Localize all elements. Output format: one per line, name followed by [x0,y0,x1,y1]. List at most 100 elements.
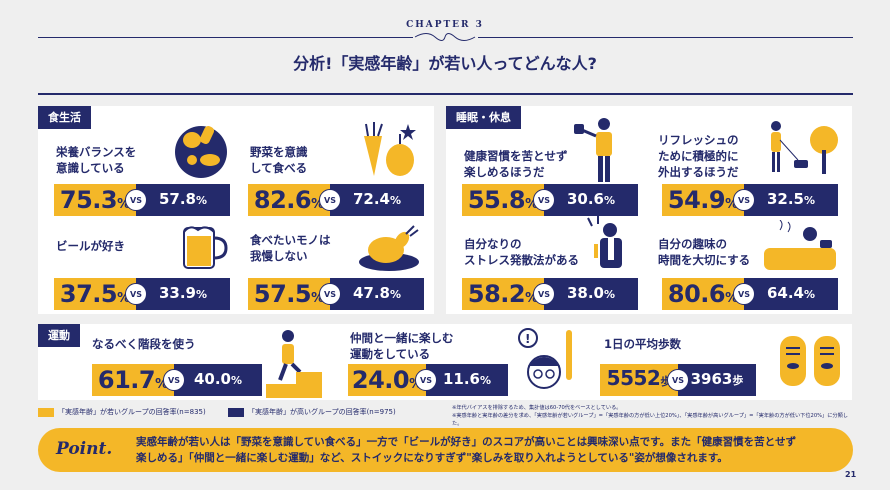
hobby-old-unit: % [803,288,816,301]
early-question: 健康習慣を苦とせず 楽しめるほうだ [464,148,568,180]
bathtub-relax-icon [764,220,836,270]
stairs-old-unit: % [230,374,243,387]
title-rule [38,93,853,95]
stairs-bars: 61.7% VS 40.0% [92,364,262,396]
beer-old-value: 33.9 [158,284,196,302]
stress-old-bar: 38.0% [544,278,638,310]
legend-old: 「実感年齢」が高いグループの回答率(n=975) [228,407,396,417]
refresh-old-bar: 32.5% [744,184,838,216]
steps-old-value: 3963 [690,370,733,388]
diet-panel: 食生活 栄養バランスを 意識している 75.3% VS 57.8% 野菜を意識 … [38,106,434,314]
point-text: 実感年齢が若い人は「野菜を意識してい食べる」一方で「ビールが好き」のスコアが高い… [136,434,836,466]
stress-line2: ストレス発散法がある [464,253,579,267]
steps-vs-badge: VS [667,369,689,391]
food-question: 食べたいモノは 我慢しない [250,232,331,264]
sleep-tag: 睡眠・休息 [446,106,521,129]
refresh-old-value: 32.5 [766,190,804,208]
friends-line2: 運動をしている [350,347,431,361]
vegetables-old-bar: 72.4% [330,184,424,216]
dog-walk-tree-icon [771,121,838,174]
nutrition-old-bar: 57.8% [136,184,230,216]
vegetables-bars: 82.6% VS 72.4% [248,184,424,216]
steps-old-unit: 歩 [732,374,744,387]
stress-question: 自分なりの ストレス発散法がある [464,236,579,268]
stress-vs-badge: VS [533,283,555,305]
point-line2: 楽しめる」「仲間と一緒に楽しむ運動」など、ストイックになりすぎず"楽しみを取り入… [136,452,728,464]
footnotes: ※年代バイアスを排除するため、集計値は60-70代をベースとしている。 ※実感年… [452,404,852,428]
friends-old-bar: 11.6% [426,364,508,396]
friends-old-unit: % [479,374,492,387]
chapter-label: CHAPTER 3 [406,20,484,30]
stress-bars: 58.2% VS 38.0% [462,278,638,310]
nutrition-line1: 栄養バランスを [56,145,137,159]
food-young-value: 57.5 [253,280,312,308]
early-bars: 55.8% VS 30.6% [462,184,638,216]
friends-question: 仲間と一緒に楽しむ 運動をしている [350,330,454,362]
chapter-rule-right [478,37,853,38]
vegetables-line2: して食べる [250,161,308,175]
early-young-bar: 55.8% [462,184,544,216]
beer-vs-badge: VS [125,283,147,305]
food-old-unit: % [389,288,402,301]
refresh-young-value: 54.9 [667,186,726,214]
refresh-young-bar: 54.9% [662,184,744,216]
legend-old-label: 「実感年齢」が高いグループの回答率(n=975) [248,408,396,416]
beer-mug-icon [183,226,228,269]
food-old-value: 47.8 [352,284,390,302]
refresh-line1: リフレッシュの [658,133,739,147]
hobby-question: 自分の趣味の 時間を大切にする [658,236,750,268]
food-old-bar: 47.8% [330,278,424,310]
svg-text:!: ! [525,332,530,346]
stairs-line1: なるべく階段を使う [92,337,196,351]
stress-line1: 自分なりの [464,237,522,251]
hobby-old-value: 64.4 [766,284,804,302]
early-young-value: 55.8 [467,186,526,214]
friends-line1: 仲間と一緒に楽しむ [350,331,454,345]
legend-young: 「実感年齢」が若いグループの回答率(n=835) [38,407,206,417]
nutrition-old-value: 57.8 [158,190,196,208]
hobby-young-value: 80.6 [667,280,726,308]
karaoke-singer-icon [587,216,622,268]
point-line1: 実感年齢が若い人は「野菜を意識してい食べる」一方で「ビールが好き」のスコアが高い… [136,436,797,448]
vegetables-young-bar: 82.6% [248,184,330,216]
beer-bars: 37.5% VS 33.9% [54,278,230,310]
footnote-1: ※年代バイアスを排除するため、集計値は60-70代をベースとしている。 [452,405,622,411]
early-old-bar: 30.6% [544,184,638,216]
legend-old-swatch [228,407,244,417]
stairs-old-value: 40.0 [193,370,231,388]
nutrition-vs-badge: VS [125,189,147,211]
steps-old-bar: 3963 歩 [678,364,756,396]
beer-question: ビールが好き [56,238,125,254]
steps-young-unit: 歩 [660,375,672,388]
beer-young-bar: 37.5% [54,278,136,310]
nutrition-young-bar: 75.3% [54,184,136,216]
sneakers-icon [780,336,840,386]
refresh-line2: ために積極的に [658,149,739,163]
early-old-unit: % [603,194,616,207]
chapter-rule-left [38,37,413,38]
steps-question: 1日の平均歩数 [604,336,681,352]
page-number: 21 [845,470,857,479]
stress-young-bar: 58.2% [462,278,544,310]
friends-bars: 24.0% VS 11.6% [348,364,508,396]
stairs-old-bar: 40.0% [174,364,262,396]
friends-old-value: 11.6 [442,370,480,388]
friends-young-value: 24.0 [351,366,410,394]
hobby-old-bar: 64.4% [744,278,838,310]
point-label: Point. [56,439,113,459]
hobby-young-bar: 80.6% [662,278,744,310]
exercise-panel: 運動 なるべく階段を使う 61.7% VS 40.0% 仲間と一緒に楽しむ 運動… [38,324,852,400]
nutrition-line2: 意識している [56,161,125,175]
nutrition-young-value: 75.3 [59,186,118,214]
chapter-ornament-icon [414,33,476,41]
steps-bars: 5552 歩 VS 3963 歩 [600,364,756,396]
vegetables-old-unit: % [389,194,402,207]
friends-vs-badge: VS [415,369,437,391]
food-bars: 57.5% VS 47.8% [248,278,424,310]
refresh-vs-badge: VS [733,189,755,211]
stairs-vs-badge: VS [163,369,185,391]
roast-chicken-icon [359,225,419,271]
exercise-tag: 運動 [38,324,80,347]
refresh-question: リフレッシュの ために積極的に 外出するほうだ [658,132,739,180]
exercising-person-icon [574,118,612,182]
